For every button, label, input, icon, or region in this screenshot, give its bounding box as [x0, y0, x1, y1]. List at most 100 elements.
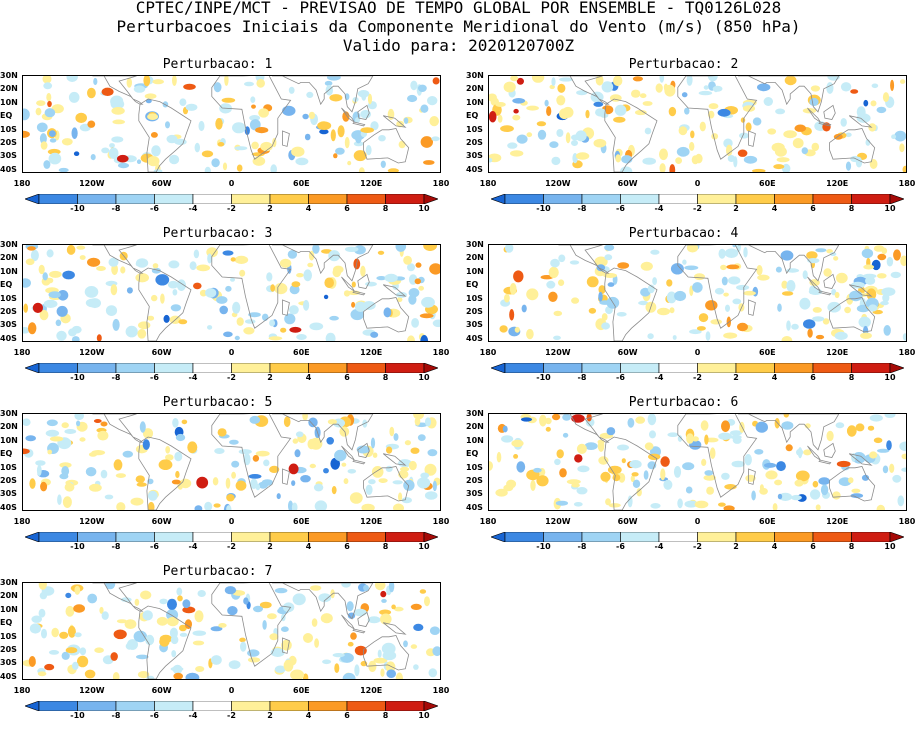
colorbar-label: -10	[536, 542, 551, 551]
perturbation-blob	[374, 583, 386, 591]
panel-3: Perturbacao: 3 30N 20N 10N EQ 10S 20S 30S 40S 180…	[0, 227, 449, 395]
perturbation-blob	[725, 304, 730, 312]
perturbation-blob	[382, 650, 397, 661]
perturbation-blob	[255, 450, 270, 457]
colorbar-swatch	[192, 363, 232, 373]
perturbation-blob	[320, 613, 333, 624]
colorbar-swatch	[308, 532, 348, 542]
perturbation-blob	[506, 479, 517, 489]
perturbation-blob	[175, 470, 180, 479]
perturbation-blob	[876, 106, 887, 114]
perturbation-blob	[698, 313, 709, 323]
perturbation-blob	[192, 640, 205, 646]
perturbation-blob	[754, 449, 764, 455]
perturbation-blob	[159, 636, 170, 647]
perturbation-blob	[595, 108, 606, 117]
colorbar-label: 2	[733, 373, 739, 382]
colorbar-label: 10	[418, 204, 430, 213]
colorbar-swatch	[308, 194, 348, 204]
perturbation-blob	[408, 460, 417, 471]
perturbation-blob	[166, 616, 179, 627]
coastline	[272, 76, 374, 113]
perturbation-blob	[526, 288, 539, 301]
perturbation-blob	[504, 293, 510, 303]
perturbation-blob	[724, 484, 737, 490]
perturbation-blob	[555, 500, 568, 506]
colorbar-label: 4	[771, 373, 778, 382]
perturbation-blob	[153, 169, 163, 172]
perturbation-blob	[873, 437, 883, 444]
panel-title: Perturbacao: 2	[628, 57, 739, 72]
perturbation-blob	[395, 672, 403, 679]
perturbation-blob	[108, 147, 119, 159]
perturbation-blob	[274, 587, 288, 594]
perturbation-blob	[100, 421, 108, 427]
perturbation-blob	[116, 619, 128, 624]
perturbation-blob	[94, 647, 104, 653]
perturbation-blob	[677, 498, 683, 509]
perturbation-blob	[280, 327, 287, 333]
perturbation-blob	[136, 258, 149, 268]
perturbation-blob	[608, 503, 621, 508]
perturbation-blob	[236, 317, 244, 326]
perturbation-blob	[675, 157, 682, 164]
perturbation-blob	[777, 303, 782, 312]
colorbar-label: -6	[616, 542, 625, 551]
perturbation-blob	[29, 623, 41, 634]
perturbation-blob	[318, 593, 332, 603]
perturbation-blob	[79, 255, 86, 260]
perturbation-blob	[77, 655, 89, 668]
perturbation-blob	[160, 293, 165, 304]
perturbation-blob	[883, 325, 891, 336]
perturbation-blob	[163, 314, 170, 323]
perturbation-blob	[681, 92, 688, 98]
perturbation-blob	[248, 312, 261, 318]
perturbation-blob	[59, 631, 69, 639]
perturbation-blob	[72, 661, 79, 670]
perturbation-blob	[848, 477, 854, 484]
perturbation-blob	[701, 458, 707, 466]
lon-label: 180	[479, 517, 497, 526]
perturbation-blob	[193, 249, 200, 259]
perturbation-blob	[387, 108, 395, 120]
perturbation-blob	[786, 280, 796, 292]
perturbation-blob	[647, 284, 655, 294]
colorbar-label: -2	[227, 542, 236, 551]
perturbation-blob	[309, 322, 324, 331]
perturbation-blob	[225, 285, 232, 292]
perturbation-blob	[710, 319, 722, 325]
map-svg	[23, 583, 440, 679]
perturbation-blob	[59, 462, 72, 468]
colorbar-swatch	[77, 363, 117, 373]
lon-label: 120W	[79, 686, 105, 695]
perturbation-blob	[692, 282, 703, 293]
perturbation-blob	[708, 103, 719, 110]
perturbation-blob	[809, 285, 817, 294]
perturbation-blob	[47, 100, 52, 108]
perturbation-blob	[686, 76, 693, 86]
perturbation-blob	[403, 117, 409, 124]
perturbation-blob	[594, 256, 608, 267]
perturbation-blob	[334, 449, 347, 462]
perturbation-blob	[432, 319, 440, 328]
perturbation-blob	[360, 265, 366, 277]
perturbation-blob	[727, 155, 736, 162]
perturbation-blob	[877, 448, 890, 453]
perturbation-blob	[559, 77, 573, 82]
perturbation-blob	[521, 304, 527, 313]
perturbation-blob	[84, 286, 99, 298]
perturbation-blob	[551, 156, 561, 166]
perturbation-blob	[64, 429, 77, 434]
perturbation-blob	[173, 672, 183, 679]
colorbar-label: 10	[418, 542, 430, 551]
perturbation-blob	[90, 154, 96, 161]
coastline	[92, 583, 144, 612]
coastline	[818, 290, 832, 296]
perturbation-blob	[356, 445, 370, 454]
lat-label: 10N	[0, 266, 18, 276]
colorbar-swatch	[581, 532, 621, 542]
perturbation-blob	[576, 90, 588, 96]
perturbation-blob	[526, 105, 539, 111]
colorbar-swatch	[423, 363, 438, 373]
colorbar-label: -2	[693, 542, 702, 551]
